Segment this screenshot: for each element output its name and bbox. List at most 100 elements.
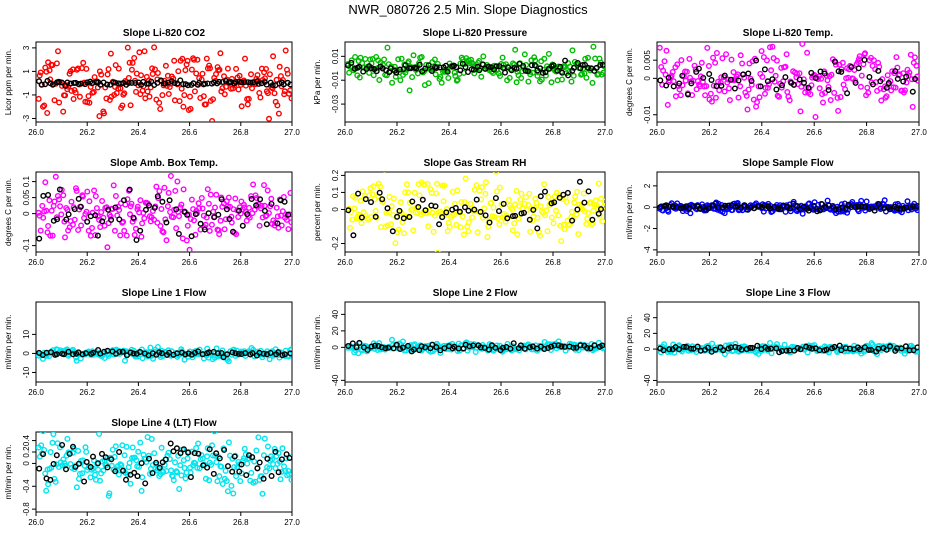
y-tick-label: 0.1 (22, 175, 31, 187)
data-point (241, 79, 248, 86)
data-point (434, 180, 441, 187)
data-point (151, 204, 158, 211)
data-point (38, 81, 45, 88)
data-point (197, 220, 204, 227)
data-point (161, 184, 168, 191)
data-point (531, 62, 538, 69)
y-tick-label: 0 (331, 207, 340, 212)
data-point (262, 75, 269, 82)
data-point (181, 208, 188, 215)
data-point (258, 202, 265, 209)
data-point (107, 50, 114, 57)
data-point (238, 103, 245, 110)
data-point (705, 205, 712, 212)
data-point (248, 469, 255, 476)
data-point (54, 216, 61, 223)
data-point (394, 213, 401, 220)
y-axis-label: ml/min per min. (4, 315, 13, 370)
data-point (450, 211, 457, 218)
data-point (184, 211, 191, 218)
data-point (720, 347, 727, 354)
data-point (257, 196, 264, 203)
data-point (250, 181, 257, 188)
data-point (202, 101, 209, 108)
data-point (163, 468, 170, 475)
data-point (486, 219, 493, 226)
data-point (210, 470, 217, 477)
x-tick-label: 26.6 (182, 518, 198, 527)
data-point (43, 207, 50, 214)
y-tick-label: 0.4 (22, 434, 31, 446)
data-point (517, 342, 524, 349)
data-point (190, 217, 197, 224)
data-point (710, 82, 717, 89)
data-point (559, 69, 566, 76)
data-point (353, 344, 360, 351)
data-point (355, 190, 362, 197)
x-tick-label: 26.2 (79, 258, 95, 267)
data-point (513, 65, 520, 72)
data-point (121, 227, 128, 234)
data-point (87, 213, 94, 220)
data-point (102, 454, 109, 461)
data-point (868, 346, 875, 353)
data-point (131, 231, 138, 238)
data-point (499, 54, 506, 61)
data-point (135, 463, 142, 470)
data-point (98, 450, 105, 457)
data-point (248, 195, 255, 202)
data-point (805, 84, 812, 91)
x-tick-label: 26.2 (702, 258, 718, 267)
data-point (835, 68, 842, 75)
data-point (153, 183, 160, 190)
chart-panel: Slope Line 3 Flow ml/min per min. 26.0 26.2… (625, 288, 927, 397)
data-point (838, 68, 845, 75)
data-point (716, 87, 723, 94)
data-point (526, 190, 533, 197)
data-point (69, 443, 76, 450)
data-point (36, 72, 43, 79)
data-point (255, 80, 262, 87)
data-point (558, 238, 565, 245)
data-point (531, 54, 538, 61)
data-point (99, 218, 106, 225)
x-tick-label: 26.4 (441, 388, 457, 397)
data-point (713, 50, 720, 57)
data-point (162, 456, 169, 463)
data-point (183, 237, 190, 244)
data-point (385, 344, 392, 351)
data-point (100, 31, 105, 36)
data-point (492, 344, 499, 351)
y-tick-label: -2 (643, 224, 652, 232)
page-title: NWR_080726 2.5 Min. Slope Diagnostics (348, 2, 588, 17)
data-point (244, 460, 251, 467)
data-point (93, 205, 100, 212)
data-point (521, 345, 528, 352)
data-point (139, 220, 146, 227)
data-point (51, 198, 58, 205)
data-point (87, 464, 94, 471)
data-point (494, 188, 501, 195)
data-point (831, 89, 838, 96)
data-point (165, 90, 172, 97)
data-point (679, 72, 686, 79)
data-point (134, 203, 141, 210)
data-point (460, 231, 467, 238)
data-point (180, 186, 187, 193)
data-point (728, 56, 735, 63)
data-point (118, 462, 125, 469)
data-point (909, 88, 916, 95)
data-point (153, 459, 160, 466)
data-point (277, 476, 284, 483)
data-point (98, 71, 105, 78)
data-point (240, 201, 247, 208)
data-point (174, 178, 181, 185)
data-point (145, 202, 152, 209)
data-point (680, 204, 687, 211)
data-point (72, 89, 79, 96)
data-point (790, 81, 797, 88)
data-point (279, 445, 286, 452)
chart-title: Slope Gas Stream RH (424, 158, 527, 169)
y-tick-label: 0 (22, 461, 31, 466)
data-point (492, 195, 499, 202)
